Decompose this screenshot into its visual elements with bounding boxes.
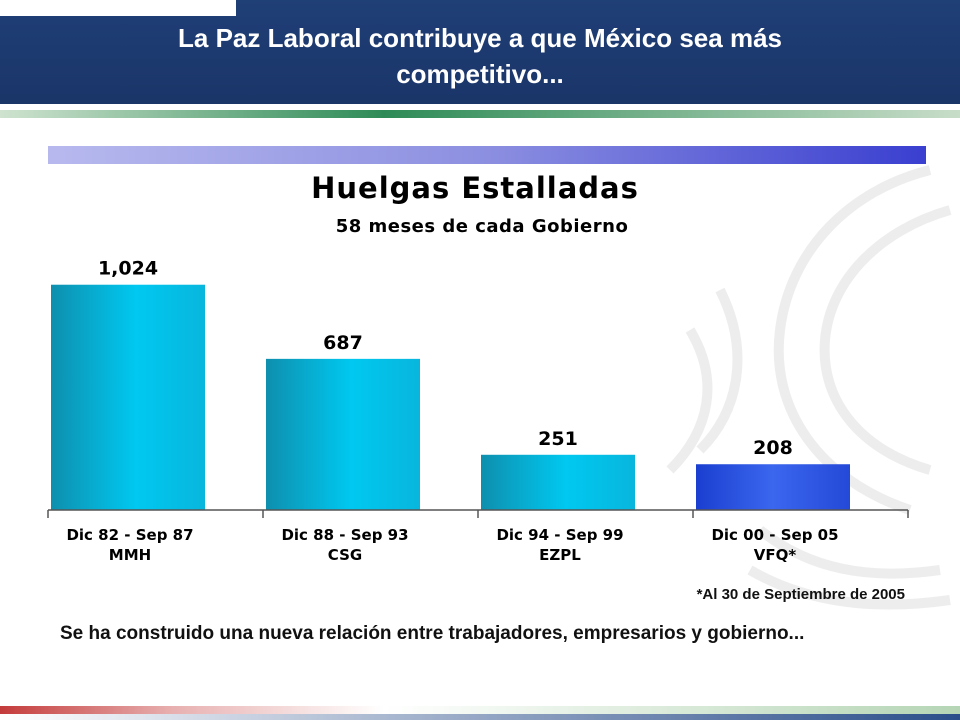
tick-label-period: Dic 88 - Sep 93 [281, 526, 408, 544]
tick-label-period: Dic 94 - Sep 99 [496, 526, 623, 544]
data-label: 687 [323, 332, 363, 354]
bar-mmh [51, 284, 205, 510]
tick-label-name: EZPL [539, 546, 581, 564]
bar-csg [266, 358, 420, 510]
footnote: *Al 30 de Septiembre de 2005 [696, 586, 905, 603]
tick-label-name: VFQ* [754, 546, 797, 564]
tick-label-period: Dic 82 - Sep 87 [66, 526, 193, 544]
bar-chart: Huelgas Estalladas 58 meses de cada Gobi… [47, 171, 909, 564]
tick-label-name: MMH [109, 546, 151, 564]
bar-vfq [696, 464, 850, 510]
bar-ezpl [481, 454, 635, 510]
data-label: 208 [753, 437, 793, 459]
page-title-line1: La Paz Laboral contribuye a que México s… [178, 23, 782, 53]
data-label: 1,024 [98, 258, 158, 280]
bottom-blue-stripe [0, 714, 960, 720]
header-notch [0, 0, 236, 16]
header-band: La Paz Laboral contribuye a que México s… [0, 0, 960, 104]
tick-label-period: Dic 00 - Sep 05 [711, 526, 838, 544]
lavender-bar [48, 146, 926, 164]
page-title: La Paz Laboral contribuye a que México s… [40, 20, 920, 92]
chart-title: Huelgas Estalladas [311, 171, 639, 205]
chart-subtitle: 58 meses de cada Gobierno [336, 216, 629, 237]
page-title-line2: competitivo... [396, 59, 564, 89]
body-text: Se ha construido una nueva relación entr… [60, 623, 805, 644]
green-divider [0, 110, 960, 118]
tick-label-name: CSG [328, 546, 362, 564]
data-label: 251 [538, 428, 578, 450]
